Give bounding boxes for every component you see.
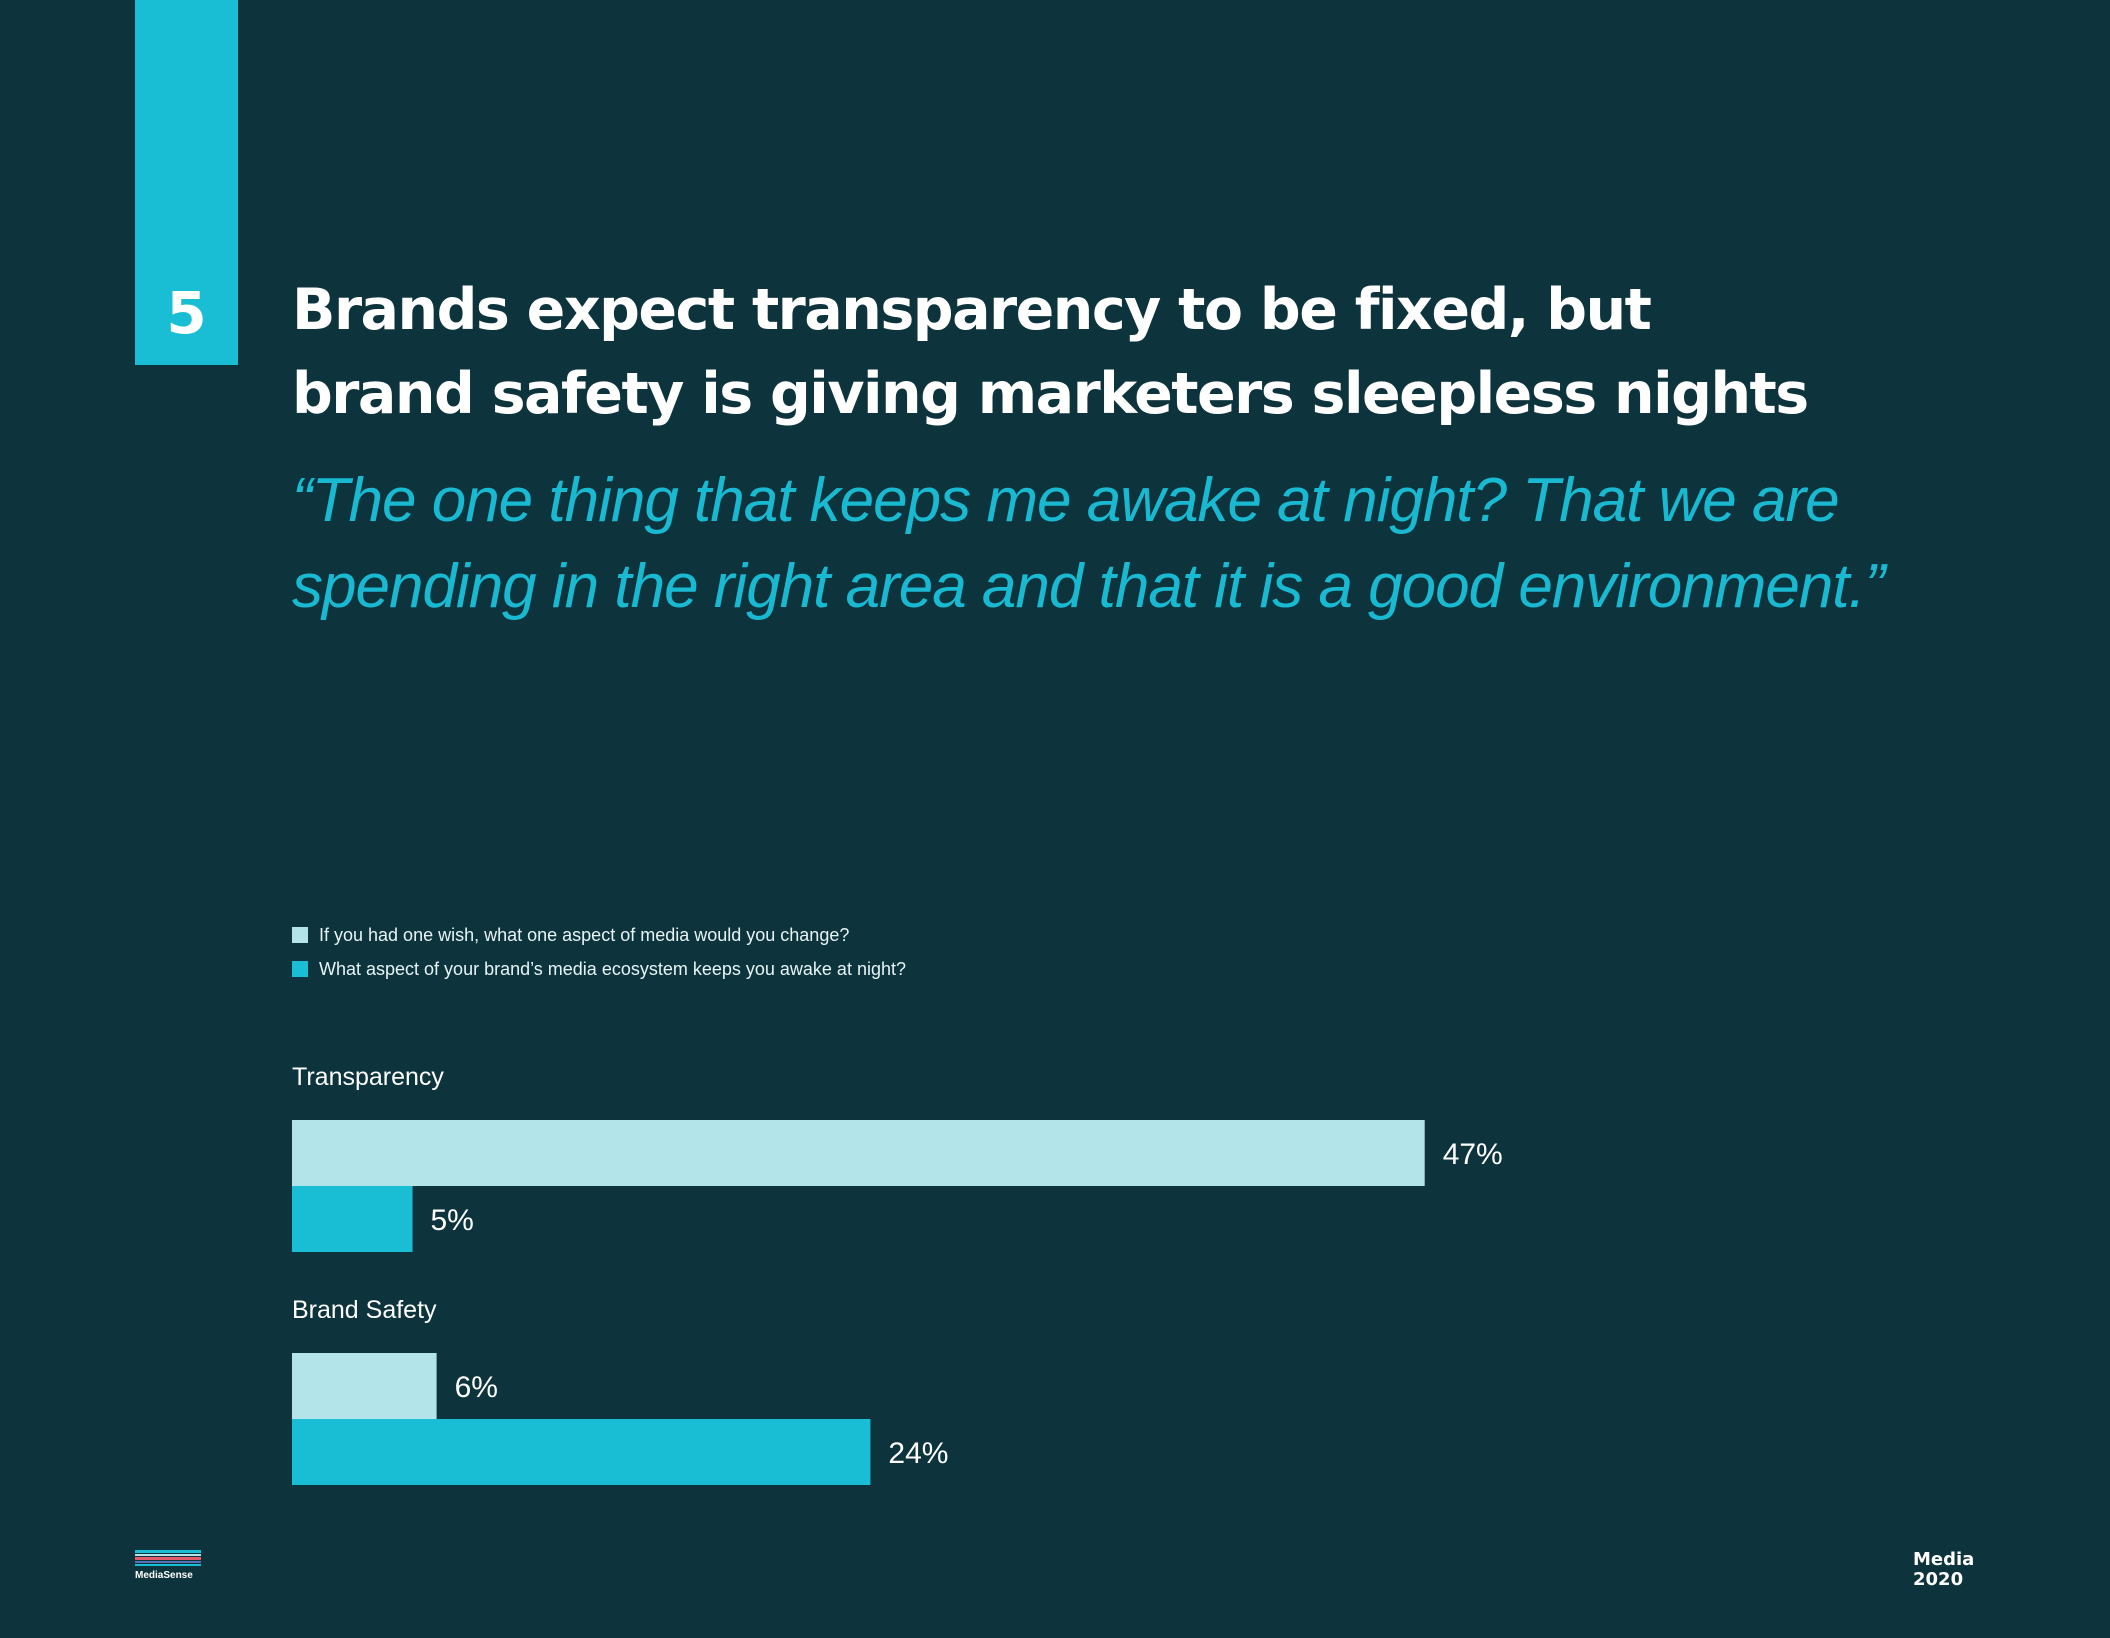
- publication-brand: Media 2020: [1913, 1550, 1974, 1590]
- publication-brand-line-2: 2020: [1913, 1569, 1964, 1590]
- value-label-brand-safety-awake: 24%: [888, 1437, 948, 1470]
- pull-quote-line-1: “The one thing that keeps me awake at ni…: [292, 466, 1840, 535]
- value-label-brand-safety-wish: 6%: [455, 1371, 498, 1404]
- page-title: Brands expect transparency to be fixed, …: [292, 268, 1992, 436]
- pull-quote-line-2: spending in the right area and that it i…: [292, 552, 1885, 621]
- mediasense-logo: MediaSense: [135, 1550, 203, 1581]
- value-label-transparency-awake: 5%: [431, 1204, 474, 1237]
- legend-swatch-wish: [292, 927, 308, 943]
- bar-transparency-wish: [292, 1120, 1425, 1186]
- legend-label-awake: What aspect of your brand’s media ecosys…: [319, 958, 906, 979]
- value-label-transparency-wish: 47%: [1443, 1138, 1503, 1171]
- category-label-brand-safety: Brand Safety: [292, 1296, 437, 1324]
- legend-swatch-awake: [292, 961, 308, 977]
- page-title-line-1: Brands expect transparency to be fixed, …: [292, 277, 1652, 343]
- legend-item-awake: What aspect of your brand’s media ecosys…: [292, 952, 906, 986]
- legend-item-wish: If you had one wish, what one aspect of …: [292, 918, 906, 952]
- bar-brand-safety-wish: [292, 1353, 437, 1419]
- publication-brand-line-1: Media: [1913, 1549, 1975, 1570]
- page-title-line-2: brand safety is giving marketers sleeple…: [292, 361, 1809, 427]
- section-accent-bar: [135, 0, 238, 365]
- chart-legend: If you had one wish, what one aspect of …: [292, 918, 906, 986]
- pull-quote: “The one thing that keeps me awake at ni…: [292, 458, 2012, 630]
- section-number: 5: [166, 279, 207, 347]
- logo-stripes-icon: [135, 1550, 201, 1566]
- bar-brand-safety-awake: [292, 1419, 871, 1485]
- logo-text: MediaSense: [135, 1570, 193, 1581]
- bar-transparency-awake: [292, 1186, 413, 1252]
- legend-label-wish: If you had one wish, what one aspect of …: [319, 924, 850, 945]
- category-label-transparency: Transparency: [292, 1063, 444, 1091]
